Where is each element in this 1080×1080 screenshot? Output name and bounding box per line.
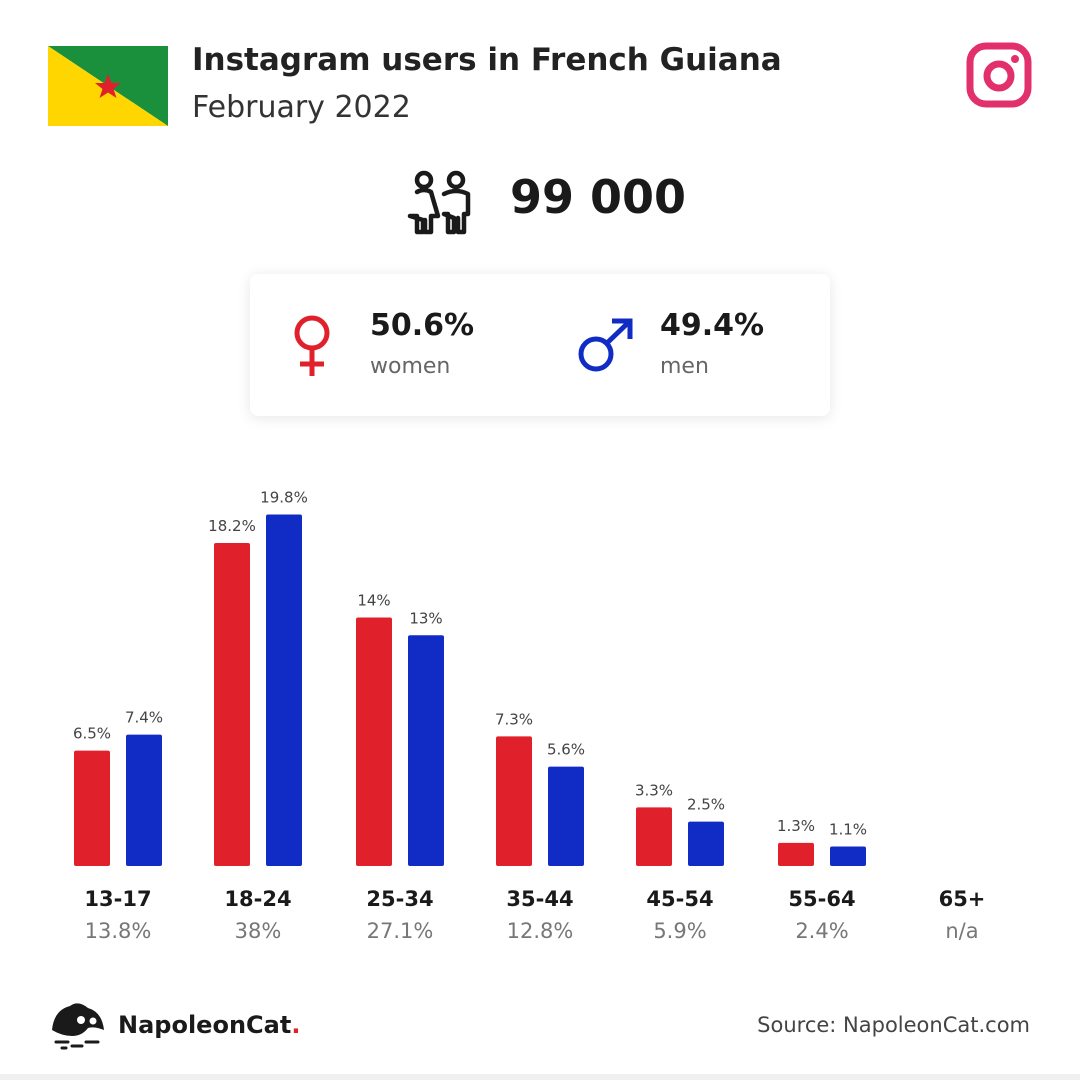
- brand-name: NapoleonCat.: [118, 1011, 300, 1039]
- gender-split-card: 50.6% women 49.4% men: [250, 274, 830, 416]
- women-label: women: [370, 354, 451, 379]
- bar-label-men-18-24: 19.8%: [260, 489, 308, 507]
- bar-label-women-55-64: 1.3%: [777, 817, 815, 835]
- bar-women-55-64: [778, 842, 814, 866]
- bar-label-women-35-44: 7.3%: [495, 710, 533, 728]
- category-total-45-54: 5.9%: [653, 919, 706, 943]
- category-label-45-54: 45-54: [646, 887, 713, 911]
- category-total-35-44: 12.8%: [507, 919, 574, 943]
- chart-subtitle: February 2022: [192, 90, 411, 125]
- age-gender-bar-chart: 6.5% 7.4% 13-17 13.8% 18.2%19.8% 18-24 38% 14% 1…: [73, 489, 986, 943]
- male-symbol-icon: [578, 318, 633, 372]
- users-icon: [407, 170, 471, 235]
- bar-label-women-25-34: 14%: [357, 592, 390, 610]
- category-total-25-34: 27.1%: [367, 919, 434, 943]
- bar-men-55-64: [830, 846, 866, 866]
- bar-women-18-24: [214, 542, 250, 866]
- brand-dot: .: [291, 1011, 301, 1039]
- bottom-divider: [0, 1074, 1080, 1080]
- bar-men-45-54: [688, 821, 724, 866]
- total-users: 99 000: [510, 170, 687, 224]
- female-symbol-icon: [294, 315, 330, 376]
- bar-women-25-34: [356, 617, 392, 866]
- bar-label-men-13-17: 7.4%: [125, 709, 163, 727]
- instagram-icon: [966, 42, 1032, 108]
- chart-title: Instagram users in French Guiana: [192, 42, 782, 78]
- category-total-55-64: 2.4%: [795, 919, 848, 943]
- bar-label-women-45-54: 3.3%: [635, 781, 673, 799]
- women-percentage: 50.6%: [370, 308, 475, 343]
- bar-women-13-17: [74, 750, 110, 866]
- men-label: men: [660, 354, 709, 379]
- napoleoncat-logo-icon: [52, 1003, 104, 1050]
- bar-men-35-44: [548, 766, 584, 866]
- bar-label-women-18-24: 18.2%: [208, 517, 256, 535]
- men-percentage: 49.4%: [660, 308, 765, 343]
- french-guiana-flag-icon: [48, 46, 168, 126]
- bar-women-35-44: [496, 736, 532, 866]
- category-label-65+: 65+: [939, 887, 986, 911]
- category-label-55-64: 55-64: [788, 887, 855, 911]
- bar-men-18-24: [266, 514, 302, 866]
- category-label-35-44: 35-44: [506, 887, 573, 911]
- bar-label-men-45-54: 2.5%: [687, 796, 725, 814]
- bar-men-25-34: [408, 635, 444, 866]
- category-label-25-34: 25-34: [366, 887, 433, 911]
- category-total-65+: n/a: [945, 919, 978, 943]
- category-label-18-24: 18-24: [224, 887, 291, 911]
- bar-label-men-25-34: 13%: [409, 609, 442, 627]
- category-label-13-17: 13-17: [84, 887, 151, 911]
- bar-men-13-17: [126, 734, 162, 866]
- category-total-13-17: 13.8%: [85, 919, 152, 943]
- bar-women-45-54: [636, 807, 672, 866]
- brand-text: NapoleonCat: [118, 1011, 292, 1039]
- bar-label-men-55-64: 1.1%: [829, 820, 867, 838]
- bar-label-women-13-17: 6.5%: [73, 725, 111, 743]
- source-credit: Source: NapoleonCat.com: [757, 1013, 1030, 1037]
- bar-label-men-35-44: 5.6%: [547, 741, 585, 759]
- category-total-18-24: 38%: [235, 919, 282, 943]
